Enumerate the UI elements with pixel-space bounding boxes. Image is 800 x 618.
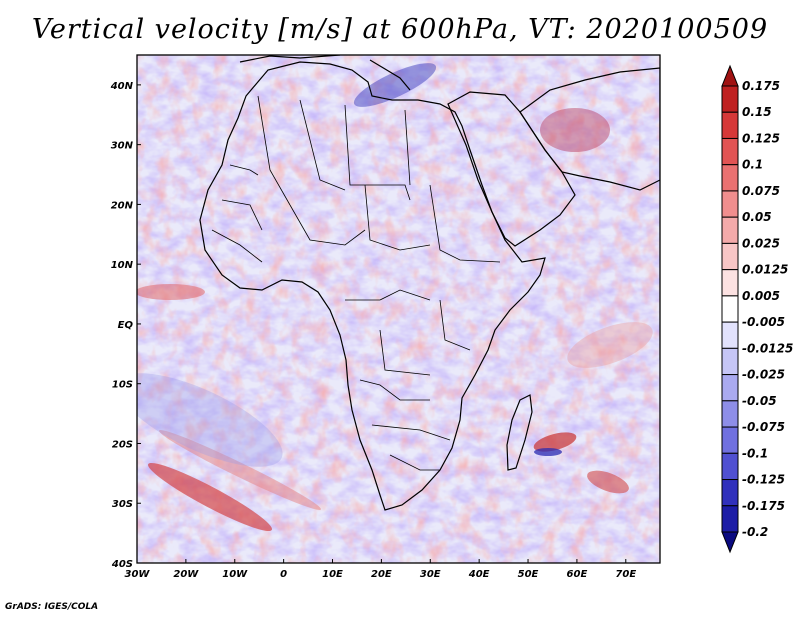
colorbar-label: -0.05 xyxy=(742,394,777,408)
x-tick-label: 70E xyxy=(615,569,636,580)
colorbar-label: 0.025 xyxy=(742,236,780,250)
colorbar-swatch xyxy=(721,269,739,297)
colorbar-swatch xyxy=(721,190,739,218)
colorbar-label: 0.075 xyxy=(742,184,780,198)
y-tick-label: 40N xyxy=(110,81,134,92)
colorbar-swatch xyxy=(721,400,739,428)
y-tick-label: 40S xyxy=(111,559,133,570)
colorbar-swatch xyxy=(721,242,739,271)
x-tick-label: 10W xyxy=(222,569,248,580)
x-tick-label: 30W xyxy=(125,569,151,580)
colorbar-label: -0.075 xyxy=(742,420,785,434)
y-tick-label: 30N xyxy=(111,141,134,152)
colorbar-swatch xyxy=(721,295,739,323)
y-tick-label: 20N xyxy=(111,200,134,211)
colorbar-label: -0.005 xyxy=(742,315,785,329)
x-axis: 30W 20W 10W 0 10E 20E 30E 40E 50E 60E 70E xyxy=(125,559,636,580)
colorbar-top-arrow xyxy=(721,64,739,87)
x-tick-label: 40E xyxy=(468,569,490,580)
x-tick-label: 10E xyxy=(322,569,343,580)
y-tick-label: 30S xyxy=(112,499,133,510)
colorbar-label: 0.0125 xyxy=(742,263,788,277)
x-tick-label: 20W xyxy=(173,569,199,580)
y-tick-label: 10N xyxy=(111,260,134,271)
colorbar-swatch xyxy=(721,164,739,192)
x-tick-label: 20E xyxy=(371,569,392,580)
field-texture xyxy=(137,55,660,563)
colorbar-swatch xyxy=(721,137,739,166)
country-borders xyxy=(211,95,501,471)
colorbar-label: -0.125 xyxy=(742,473,785,487)
colorbar-swatch xyxy=(721,216,739,244)
x-tick-label: 0 xyxy=(280,569,287,580)
x-tick-label: 30E xyxy=(420,569,441,580)
colorbar-label: -0.175 xyxy=(742,499,785,513)
y-tick-label: 10S xyxy=(112,380,133,391)
colorbar-label: 0.125 xyxy=(742,131,780,145)
chart-title: Vertical velocity [m/s] at 600hPa, VT: 2… xyxy=(31,14,769,45)
colorbar-swatch xyxy=(721,111,739,139)
colorbar-swatch xyxy=(721,479,739,507)
colorbar-swatch xyxy=(721,374,739,402)
coastlines xyxy=(199,55,660,511)
credit-text: GrADS: IGES/COLA xyxy=(5,602,99,612)
x-tick-label: 60E xyxy=(567,569,588,580)
colorbar-label: 0.175 xyxy=(742,79,780,93)
colorbar-label: -0.025 xyxy=(742,368,785,382)
colorbar-swatch xyxy=(721,505,739,533)
y-tick-label: 20S xyxy=(112,439,133,450)
colorbar-swatch xyxy=(721,426,739,454)
colorbar-swatch xyxy=(721,347,739,376)
plot-frame xyxy=(136,54,661,564)
colorbar-bottom-arrow xyxy=(721,531,739,554)
colorbar-swatch xyxy=(721,452,739,481)
colorbar-label: -0.1 xyxy=(742,446,768,460)
colorbar-label: -0.0125 xyxy=(742,341,793,355)
colorbar: 0.175 0.15 0.125 0.1 0.075 0.05 0.025 0.0125 0.0… xyxy=(721,64,793,554)
colorbar-label: 0.005 xyxy=(742,289,780,303)
y-axis: 40N 30N 20N 10N EQ 10S 20S 30S 40S xyxy=(110,81,141,570)
colorbar-label: -0.2 xyxy=(742,525,768,539)
colorbar-swatch xyxy=(721,85,739,113)
x-tick-label: 50E xyxy=(518,569,539,580)
y-tick-label: EQ xyxy=(118,320,134,331)
colorbar-label: 0.15 xyxy=(742,105,772,119)
colorbar-label: 0.05 xyxy=(742,210,772,224)
colorbar-label: 0.1 xyxy=(742,158,763,172)
colorbar-swatch xyxy=(721,321,739,349)
